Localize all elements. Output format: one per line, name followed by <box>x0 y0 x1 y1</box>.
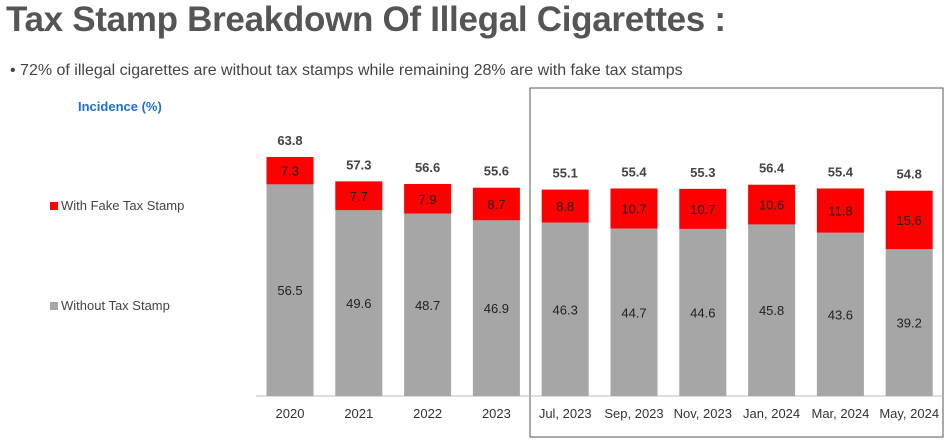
legend-swatch-without <box>50 301 58 310</box>
x-tick-label: Nov, 2023 <box>674 406 732 421</box>
page-title: Tax Stamp Breakdown Of Illegal Cigarette… <box>6 0 726 39</box>
total-label: 63.8 <box>277 133 302 148</box>
legend-label-without: Without Tax Stamp <box>61 298 170 313</box>
x-tick-label: Mar, 2024 <box>811 406 869 421</box>
data-label: 45.8 <box>759 303 784 318</box>
bar-fake <box>816 188 864 233</box>
bar-without <box>679 228 727 396</box>
x-tick-label: May, 2024 <box>879 406 939 421</box>
bar-without <box>335 210 383 396</box>
bar-fake <box>472 187 520 221</box>
subtitle-bullet: • 72% of illegal cigarettes are without … <box>10 62 683 79</box>
x-tick-label: 2020 <box>276 406 305 421</box>
bar-fake <box>610 188 658 229</box>
bar-without <box>404 213 452 396</box>
data-label: 15.6 <box>897 213 922 228</box>
highlight-box <box>529 87 944 438</box>
bar-without <box>541 222 589 396</box>
data-label: 7.9 <box>419 192 437 207</box>
total-label: 55.3 <box>690 165 715 180</box>
data-label: 49.6 <box>346 296 371 311</box>
bar-fake <box>748 184 796 225</box>
x-tick-label: 2022 <box>413 406 442 421</box>
x-tick-label: 2023 <box>482 406 511 421</box>
bar-fake <box>266 157 314 185</box>
bar-without <box>816 232 864 396</box>
data-label: 39.2 <box>897 316 922 331</box>
data-label: 10.7 <box>690 202 715 217</box>
y-axis-label: Incidence (%) <box>78 99 162 114</box>
total-label: 55.1 <box>553 166 578 181</box>
x-tick-label: Jul, 2023 <box>539 406 592 421</box>
legend-without: Without Tax Stamp <box>50 298 170 313</box>
data-label: 10.7 <box>621 202 646 217</box>
total-label: 55.4 <box>621 164 647 179</box>
x-tick-label: 2021 <box>344 406 373 421</box>
total-label: 56.4 <box>759 161 785 176</box>
total-label: 55.4 <box>828 164 854 179</box>
bar-without <box>610 228 658 396</box>
data-label: 43.6 <box>828 307 853 322</box>
total-label: 55.6 <box>484 164 509 179</box>
bar-fake <box>404 183 452 214</box>
bar-without <box>748 224 796 396</box>
bar-without <box>885 249 933 396</box>
data-label: 46.9 <box>484 301 509 316</box>
bar-without <box>266 184 314 396</box>
data-label: 10.6 <box>759 198 784 213</box>
data-label: 11.8 <box>828 204 852 219</box>
x-tick-label: Sep, 2023 <box>604 406 663 421</box>
total-label: 56.6 <box>415 160 440 175</box>
bar-without <box>472 220 520 396</box>
data-label: 56.5 <box>277 283 302 298</box>
data-label: 7.7 <box>350 189 368 204</box>
total-label: 57.3 <box>346 157 371 172</box>
subtitle: 72% of illegal cigarettes are without ta… <box>20 62 683 79</box>
data-label: 8.7 <box>487 197 505 212</box>
bar-fake <box>335 181 383 211</box>
total-label: 54.8 <box>897 167 922 182</box>
data-label: 46.3 <box>553 302 578 317</box>
x-tick-label: Jan, 2024 <box>743 406 800 421</box>
data-label: 8.8 <box>556 199 574 214</box>
legend-swatch-fake <box>50 201 58 210</box>
data-label: 44.6 <box>690 305 715 320</box>
data-label: 48.7 <box>415 298 440 313</box>
data-label: 44.7 <box>621 305 646 320</box>
legend-label-fake: With Fake Tax Stamp <box>61 198 185 213</box>
bar-fake <box>679 188 727 229</box>
data-label: 7.3 <box>281 164 299 179</box>
bar-fake <box>541 189 589 223</box>
legend-fake: With Fake Tax Stamp <box>50 198 184 213</box>
bar-fake <box>885 190 933 250</box>
